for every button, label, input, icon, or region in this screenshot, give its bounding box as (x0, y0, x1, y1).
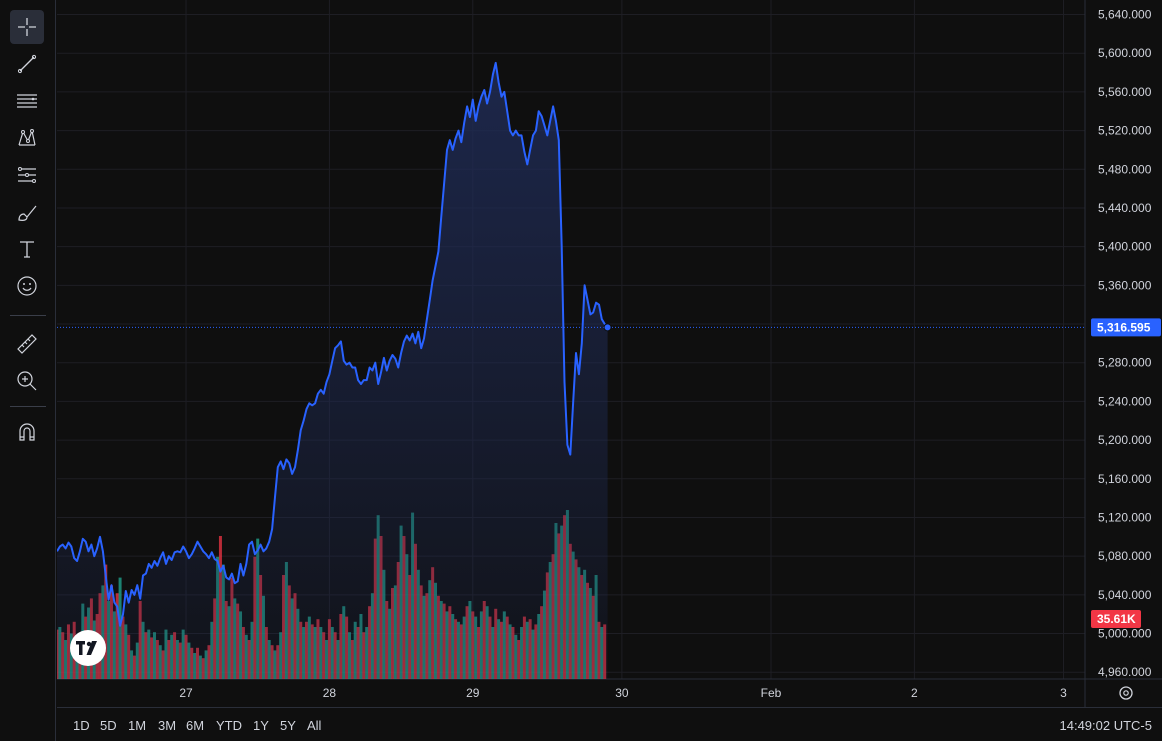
y-tick-label: 5,040.000 (1098, 588, 1152, 602)
crosshair-tool[interactable] (10, 10, 44, 44)
tradingview-logo-mark (76, 641, 97, 655)
range-all-button[interactable]: All (307, 718, 322, 733)
price-chart[interactable]: 4,960.000 5,000.000 5,040.000 5,080.000 5,12… (57, 0, 1162, 707)
bottom-bar: 1D 5D 1M 3M 6M YTD 1Y 5Y All 14:49:02 UT… (57, 707, 1162, 741)
price-line (57, 61, 609, 627)
range-ytd-button[interactable]: YTD (216, 718, 242, 733)
y-tick-label: 5,640.000 (1098, 8, 1152, 22)
x-tick-label: 30 (615, 686, 629, 700)
toolbar-divider (10, 406, 46, 407)
last-price-tag (1091, 318, 1161, 337)
y-tick-label: 5,160.000 (1098, 472, 1152, 486)
range-1y-button[interactable]: 1Y (253, 718, 269, 733)
range-1m-button[interactable]: 1M (128, 718, 147, 733)
text-tool[interactable] (10, 232, 44, 266)
fib-tool[interactable] (10, 158, 44, 192)
axis-settings-icon[interactable] (1119, 686, 1133, 700)
y-tick-label: 5,400.000 (1098, 240, 1152, 254)
magnet-tool[interactable] (10, 415, 44, 449)
tradingview-logo[interactable] (70, 630, 106, 666)
range-1d-button[interactable]: 1D (73, 718, 90, 733)
y-tick-label: 4,960.000 (1098, 665, 1152, 679)
x-tick-label: Feb (761, 686, 782, 700)
brush-tool[interactable] (10, 195, 44, 229)
clock-timezone[interactable]: 14:49:02 UTC-5 (1059, 718, 1153, 733)
y-tick-label: 5,600.000 (1098, 46, 1152, 60)
last-price-label: 5,316.595 (1097, 320, 1151, 334)
y-tick-label: 5,480.000 (1098, 162, 1152, 176)
y-tick-label: 5,520.000 (1098, 124, 1152, 138)
emoji-tool[interactable] (10, 269, 44, 303)
magnet-icon (19, 423, 35, 441)
x-tick-label: 3 (1060, 686, 1067, 700)
volume-label: 35.61K (1097, 612, 1136, 626)
y-tick-label: 5,280.000 (1098, 356, 1152, 370)
y-tick-label: 5,000.000 (1098, 627, 1152, 641)
emoji-icon (17, 276, 37, 296)
range-3m-button[interactable]: 3M (158, 718, 177, 733)
drawing-toolbar (0, 0, 56, 741)
y-tick-label: 5,240.000 (1098, 394, 1152, 408)
chart-area[interactable]: 4,960.000 5,000.000 5,040.000 5,080.000 5,12… (57, 0, 1162, 741)
volume-tag (1091, 610, 1141, 628)
x-tick-label: 27 (179, 686, 193, 700)
horizontal-lines-icon (17, 94, 37, 108)
x-tick-label: 28 (323, 686, 337, 700)
pattern-icon (18, 128, 36, 146)
text-icon (20, 241, 34, 258)
toolbar-divider (10, 315, 46, 316)
pattern-tool[interactable] (10, 121, 44, 155)
ruler-tool[interactable] (10, 327, 44, 361)
x-tick-label: 29 (466, 686, 480, 700)
y-tick-label: 5,120.000 (1098, 510, 1152, 524)
horizontal-lines-tool[interactable] (10, 84, 44, 118)
y-tick-label: 5,440.000 (1098, 201, 1152, 215)
y-tick-label: 5,080.000 (1098, 549, 1152, 563)
zoom-in-icon (17, 371, 37, 391)
trend-line-icon (17, 54, 37, 74)
range-5d-button[interactable]: 5D (100, 718, 117, 733)
range-6m-button[interactable]: 6M (186, 718, 205, 733)
zoom-in-tool[interactable] (10, 364, 44, 398)
y-tick-label: 5,560.000 (1098, 85, 1152, 99)
x-tick-label: 2 (911, 686, 918, 700)
y-tick-label: 5,200.000 (1098, 433, 1152, 447)
crosshair-icon (18, 18, 36, 36)
last-price-marker (603, 323, 612, 332)
y-tick-label: 5,360.000 (1098, 278, 1152, 292)
ruler-icon (17, 334, 37, 354)
brush-icon (18, 205, 37, 221)
fib-icon (18, 167, 36, 183)
range-5y-button[interactable]: 5Y (280, 718, 296, 733)
trend-line-tool[interactable] (10, 47, 44, 81)
price-area (57, 62, 608, 679)
